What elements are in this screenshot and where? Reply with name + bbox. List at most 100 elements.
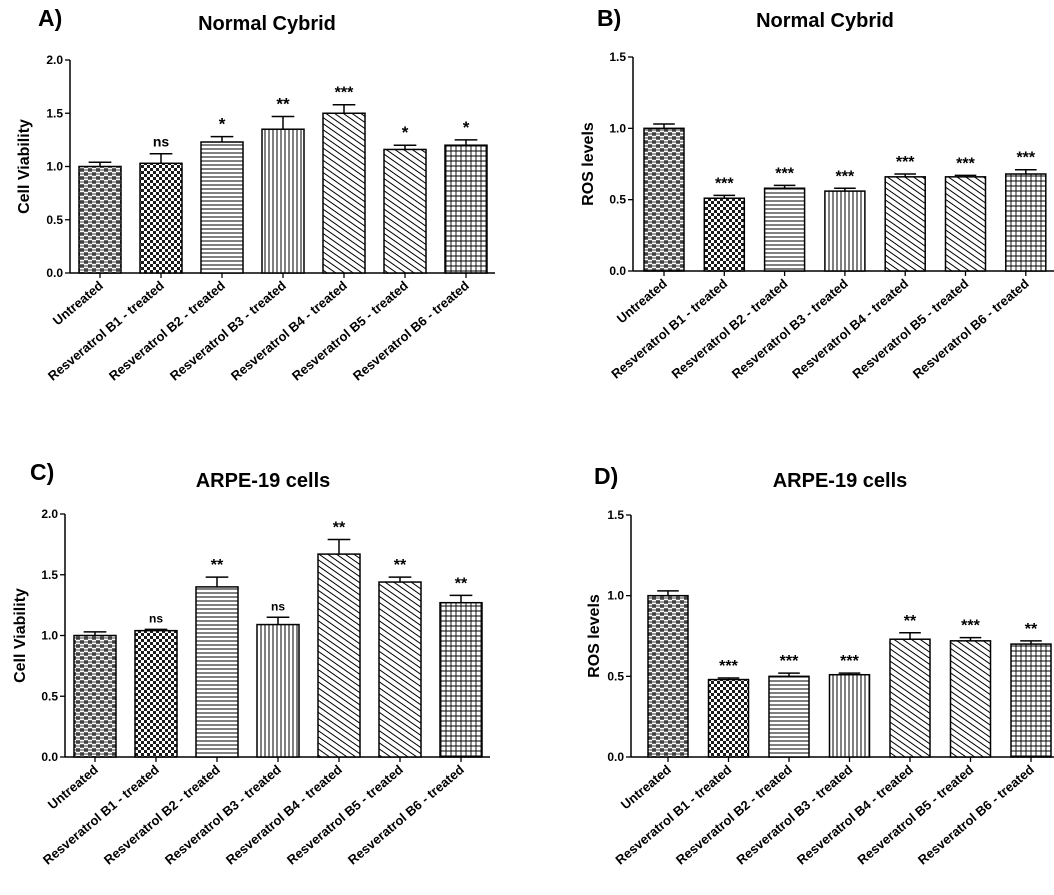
significance-label: *	[219, 115, 226, 134]
chart-panel-b: B) Normal Cybrid ROS levels 0.0 0.5 1.0 1.5 Unt…	[580, 5, 1054, 382]
chart-title: ARPE-19 cells	[196, 470, 331, 492]
y-tick-label: 1.5	[41, 568, 58, 582]
significance-label: ***	[719, 658, 738, 675]
bar	[78, 165, 122, 274]
chart-title: Normal Cybrid	[756, 10, 894, 32]
chart-title: ARPE-19 cells	[773, 470, 908, 492]
y-tick-label: 0.0	[607, 750, 624, 764]
bar	[256, 623, 300, 758]
y-tick-label: 1.0	[609, 121, 626, 135]
bar	[134, 629, 178, 758]
significance-label: **	[211, 557, 224, 574]
significance-label: **	[904, 613, 917, 630]
x-tick-label: Resveratrol B6 - treated	[350, 278, 472, 384]
bar	[139, 162, 183, 274]
x-tick-label: Untreated	[45, 762, 101, 813]
significance-label: **	[333, 520, 346, 537]
bar	[439, 601, 483, 758]
panel-letter: D)	[594, 463, 618, 489]
x-tick-label: Resveratrol B6 - treated	[345, 762, 467, 868]
bar	[828, 673, 871, 758]
x-tick-label: Resveratrol B1 - treated	[608, 276, 730, 382]
bar	[703, 197, 746, 272]
x-tick-label: Resveratrol B6 - treated	[915, 762, 1037, 868]
x-tick-label: Resveratrol B3 - treated	[162, 762, 284, 868]
x-tick-label: Resveratrol B6 - treated	[910, 276, 1032, 382]
x-tick-label: Resveratrol B5 - treated	[289, 278, 411, 384]
x-tick-label: Resveratrol B4 - treated	[789, 276, 911, 382]
significance-label: **	[276, 94, 290, 113]
significance-label: ns	[149, 611, 163, 625]
y-tick-label: 0.5	[41, 689, 58, 703]
y-tick-label: 1.0	[607, 589, 624, 603]
chart-panel-c: C) ARPE-19 cells Cell Viability 0.0 0.5 1.0 1.…	[12, 459, 490, 868]
chart-title: Normal Cybrid	[198, 13, 336, 35]
x-tick-label: Resveratrol B4 - treated	[223, 762, 345, 868]
x-tick-label: Resveratrol B2 - treated	[101, 762, 223, 868]
bar	[949, 640, 992, 758]
significance-label: ***	[840, 653, 859, 670]
chart-panel-a: A) Normal Cybrid Cell Viability 0.0 0.5 1.0 1.…	[16, 5, 495, 384]
x-tick-label: Untreated	[618, 762, 674, 813]
significance-label: ***	[961, 618, 980, 635]
significance-label: ***	[896, 154, 915, 171]
y-tick-label: 1.5	[46, 106, 63, 120]
y-tick-label: 0.5	[46, 213, 63, 227]
significance-label: *	[402, 123, 409, 142]
x-tick-label: Resveratrol B1 - treated	[40, 762, 162, 868]
y-tick-label: 2.0	[41, 507, 58, 521]
bar	[261, 128, 305, 274]
panel-letter: A)	[38, 5, 62, 31]
y-tick-label: 0.5	[607, 669, 624, 683]
x-tick-label: Resveratrol B2 - treated	[106, 278, 228, 384]
x-tick-label: Resveratrol B2 - treated	[673, 762, 795, 868]
y-tick-label: 1.5	[609, 50, 626, 64]
significance-label: **	[394, 557, 407, 574]
x-tick-label: Resveratrol B4 - treated	[228, 278, 350, 384]
bar	[889, 638, 931, 758]
x-tick-label: Untreated	[50, 278, 106, 329]
bar	[643, 127, 685, 272]
bar	[378, 581, 422, 758]
x-tick-label: Resveratrol B5 - treated	[849, 276, 971, 382]
significance-label: ***	[780, 653, 799, 670]
panel-letter: B)	[597, 5, 621, 31]
panel-letter: C)	[30, 459, 54, 485]
x-tick-label: Resveratrol B3 - treated	[167, 278, 289, 384]
bar	[73, 634, 117, 758]
significance-label: ***	[836, 168, 855, 185]
y-tick-label: 2.0	[46, 53, 63, 67]
bar	[707, 678, 750, 758]
significance-label: ns	[271, 599, 285, 613]
bar	[317, 553, 361, 758]
significance-label: ***	[1016, 150, 1035, 167]
y-tick-label: 1.0	[41, 629, 58, 643]
significance-label: ***	[775, 165, 794, 182]
y-axis-label: ROS levels	[586, 594, 603, 678]
bar	[200, 141, 244, 274]
y-axis-label: Cell Viability	[12, 588, 29, 683]
significance-label: ***	[956, 155, 975, 172]
chart-panel-d: D) ARPE-19 cells ROS levels 0.0 0.5 1.0 1.5 Unt…	[586, 463, 1054, 868]
significance-label: **	[455, 575, 468, 592]
x-tick-label: Resveratrol B5 - treated	[854, 762, 976, 868]
y-tick-label: 0.0	[609, 264, 626, 278]
x-tick-label: Resveratrol B3 - treated	[729, 276, 851, 382]
y-axis-label: Cell Viability	[16, 119, 33, 214]
y-tick-label: 0.0	[46, 266, 63, 280]
y-tick-label: 1.5	[607, 508, 624, 522]
bar	[944, 176, 987, 272]
significance-label: ***	[335, 85, 354, 102]
x-tick-label: Resveratrol B1 - treated	[612, 762, 734, 868]
significance-label: ns	[153, 134, 170, 150]
bar	[1005, 173, 1047, 272]
x-tick-label: Resveratrol B4 - treated	[794, 762, 916, 868]
bar	[1010, 643, 1052, 758]
bar	[444, 144, 488, 274]
y-tick-label: 1.0	[46, 160, 63, 174]
x-tick-label: Untreated	[614, 276, 670, 327]
bar	[884, 176, 926, 272]
bar	[647, 594, 689, 758]
bar	[195, 586, 239, 758]
